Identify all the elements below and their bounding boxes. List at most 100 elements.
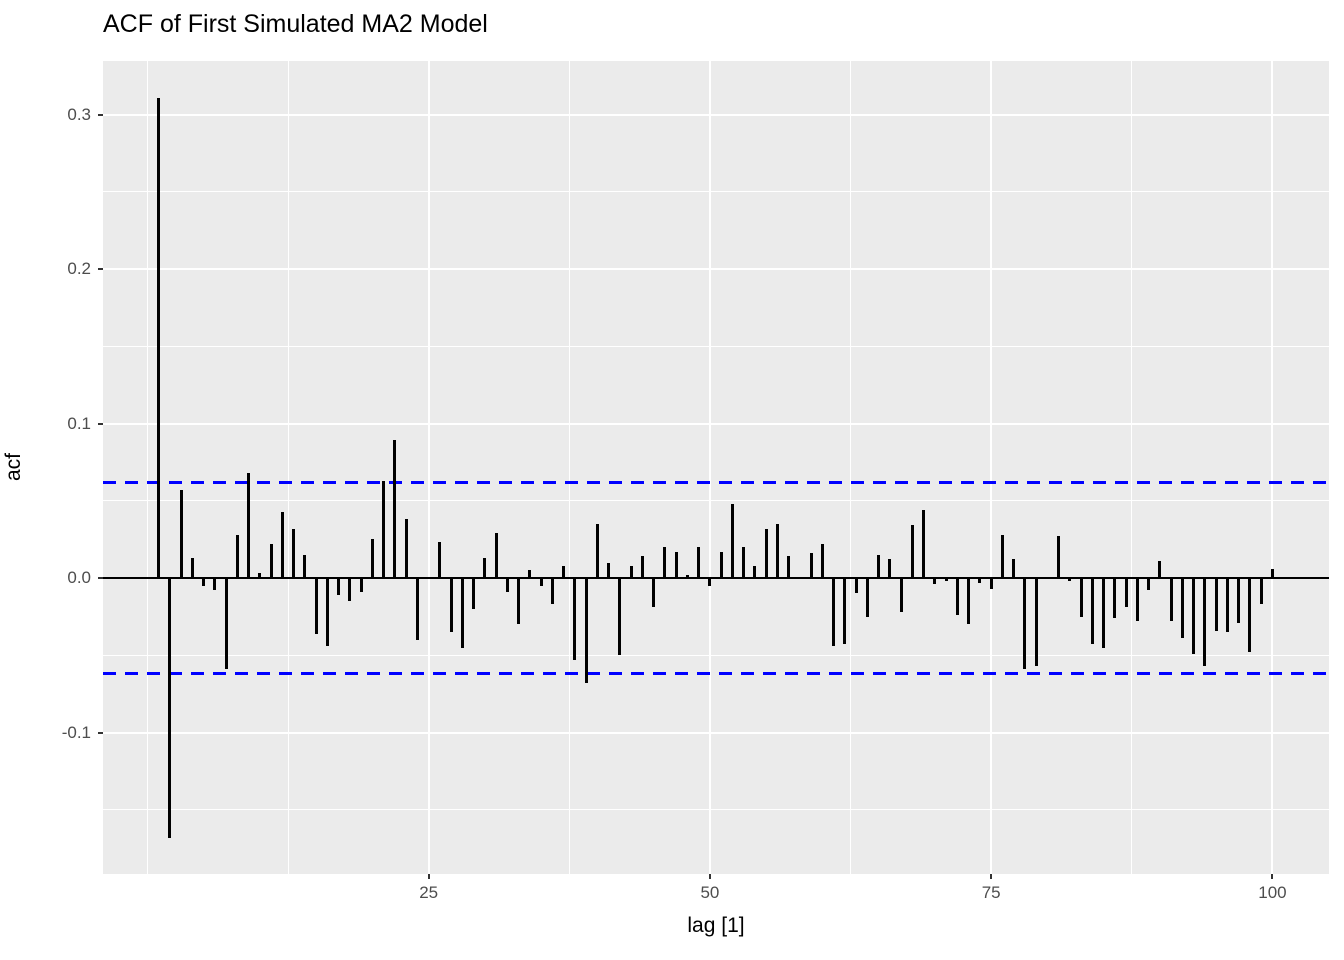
acf-bar-lag-62 (843, 578, 847, 645)
acf-bar-lag-20 (370, 539, 374, 578)
chart-title: ACF of First Simulated MA2 Model (103, 10, 488, 38)
acf-bar-lag-17 (337, 578, 341, 595)
acf-bar-lag-28 (460, 578, 464, 648)
acf-bar-lag-96 (1225, 578, 1229, 633)
acf-bar-lag-89 (1147, 578, 1151, 591)
acf-bar-lag-92 (1180, 578, 1184, 639)
acf-bar-lag-42 (618, 578, 622, 656)
x-axis-tick-label: 25 (419, 883, 439, 902)
acf-bar-lag-27 (449, 578, 453, 633)
acf-bar-lag-100 (1270, 568, 1274, 578)
gridline-minor-y (103, 654, 1329, 656)
acf-bar-lag-41 (607, 562, 611, 578)
acf-bar-lag-46 (663, 547, 667, 578)
y-axis-tick-label: 0.0 (67, 568, 91, 587)
acf-bar-lag-33 (517, 578, 521, 625)
acf-bar-lag-94 (1203, 578, 1207, 667)
acf-bar-lag-78 (1023, 578, 1027, 670)
acf-bar-lag-98 (1248, 578, 1252, 653)
acf-bar-lag-14 (303, 554, 307, 578)
acf-bar-lag-68 (910, 525, 914, 578)
y-axis-tick-label: 0.1 (67, 413, 91, 433)
acf-bar-lag-90 (1158, 561, 1162, 578)
gridline-major-x (708, 61, 711, 874)
acf-bar-lag-52 (730, 503, 734, 578)
y-tick-mark (98, 113, 103, 116)
y-axis-tick-label: -0.1 (61, 722, 91, 742)
y-tick-mark (98, 577, 103, 579)
gridline-minor-x (287, 61, 289, 874)
acf-bar-lag-61 (832, 578, 836, 646)
acf-bar-lag-63 (854, 578, 858, 594)
y-tick-mark (98, 422, 103, 425)
acf-bar-lag-76 (1000, 534, 1004, 578)
gridline-major-y (103, 731, 1329, 734)
gridline-major-x (427, 61, 430, 874)
x-tick-mark (990, 874, 993, 879)
acf-bar-lag-65 (877, 554, 881, 578)
gridline-minor-y (103, 345, 1329, 347)
x-axis-tick-label: 100 (1258, 883, 1287, 902)
x-tick-mark (427, 874, 430, 879)
upper-confidence-line (103, 480, 1329, 484)
gridline-major-y (103, 268, 1329, 270)
gridline-minor-y (103, 500, 1329, 502)
acf-bar-lag-32 (505, 578, 509, 592)
acf-bar-lag-15 (314, 578, 318, 634)
gridline-minor-y (103, 809, 1329, 811)
acf-bar-lag-36 (550, 578, 554, 605)
acf-bar-lag-95 (1214, 578, 1218, 631)
acf-bar-lag-35 (539, 578, 543, 586)
acf-bar-lag-83 (1079, 578, 1083, 617)
x-tick-mark (708, 874, 711, 879)
acf-bar-lag-55 (764, 528, 768, 578)
y-axis-tick-label: 0.3 (67, 104, 91, 124)
acf-bar-lag-50 (708, 578, 712, 586)
gridline-minor-x (1131, 61, 1133, 874)
acf-bar-lag-85 (1102, 578, 1106, 648)
acf-bar-lag-47 (674, 551, 678, 578)
acf-bar-lag-44 (640, 556, 644, 578)
x-tick-mark (1271, 874, 1274, 879)
gridline-major-x (990, 61, 993, 874)
acf-bar-lag-59 (809, 553, 813, 578)
acf-bar-lag-24 (415, 578, 419, 640)
acf-bar-lag-8 (235, 534, 239, 578)
y-axis-tick-label: 0.2 (67, 259, 91, 278)
gridline-minor-y (103, 191, 1329, 193)
acf-bar-lag-66 (888, 559, 892, 578)
acf-bar-lag-3 (179, 489, 183, 578)
gridline-major-x (1271, 61, 1274, 874)
acf-bar-lag-34 (528, 570, 532, 578)
x-axis-tick-label: 50 (700, 883, 720, 902)
y-tick-mark (98, 731, 103, 734)
gridline-minor-x (850, 61, 852, 874)
acf-bar-lag-23 (404, 519, 408, 578)
acf-bar-lag-72 (955, 578, 959, 616)
zero-line (103, 576, 1329, 580)
acf-bar-lag-10 (258, 573, 262, 578)
acf-bar-lag-30 (483, 557, 487, 578)
acf-bar-lag-21 (382, 480, 386, 578)
acf-bar-lag-84 (1090, 578, 1094, 645)
acf-bar-lag-60 (820, 544, 824, 578)
acf-bar-lag-86 (1113, 578, 1117, 619)
acf-bar-lag-37 (562, 565, 566, 578)
acf-bar-lag-81 (1057, 536, 1061, 578)
acf-bar-lag-77 (1012, 559, 1016, 578)
y-tick-mark (98, 268, 103, 270)
gridline-minor-x (146, 61, 148, 874)
acf-bar-lag-1 (157, 97, 161, 578)
acf-bar-lag-73 (967, 578, 971, 625)
acf-bar-lag-5 (202, 578, 206, 586)
acf-bar-lag-88 (1135, 578, 1139, 622)
acf-bar-lag-93 (1192, 578, 1196, 654)
acf-bar-lag-54 (753, 565, 757, 578)
acf-bar-lag-91 (1169, 578, 1173, 622)
acf-bar-lag-87 (1124, 578, 1128, 608)
acf-bar-lag-51 (719, 551, 723, 578)
acf-bar-lag-7 (224, 578, 228, 670)
x-axis-title-text: lag [1] (687, 914, 745, 937)
lower-confidence-line (103, 672, 1329, 676)
